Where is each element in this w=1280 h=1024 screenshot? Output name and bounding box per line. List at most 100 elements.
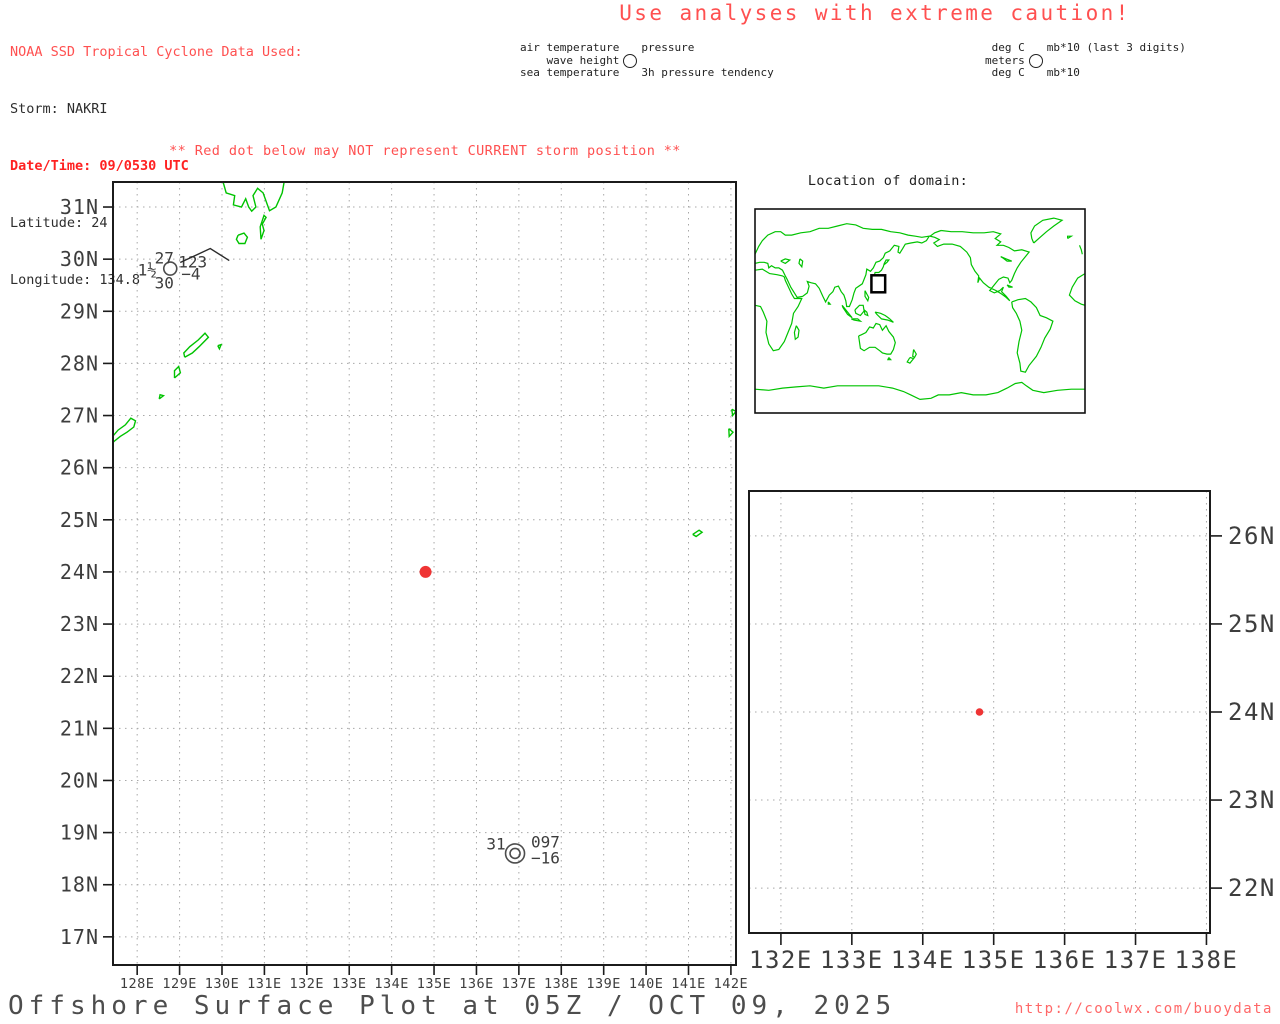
legend-pressure-tendency: 3h pressure tendency bbox=[641, 66, 774, 80]
x-tick-label: 130E bbox=[205, 976, 240, 992]
x-tick-label: 131E bbox=[247, 976, 282, 992]
storm-info: NOAA SSD Tropical Cyclone Data Used: Sto… bbox=[10, 5, 303, 328]
coastline bbox=[912, 349, 917, 359]
coastline bbox=[854, 304, 865, 317]
legend-wave-height: wave height bbox=[546, 53, 620, 67]
coastline bbox=[841, 304, 853, 319]
coastline bbox=[780, 258, 792, 265]
legend-air-temperature: air temperature bbox=[520, 41, 620, 54]
coastline bbox=[692, 529, 704, 538]
coastline bbox=[906, 356, 915, 364]
y-tick-label: 27N bbox=[60, 404, 99, 428]
y-tick-label: 25N bbox=[1228, 610, 1276, 638]
station-legend-right-column: pressure 3h pressure tendency bbox=[641, 41, 774, 80]
coastline bbox=[173, 365, 182, 379]
storm-position-dot bbox=[419, 565, 432, 578]
storm-info-longitude: Longitude: 134.8 bbox=[10, 272, 141, 288]
source-url-link[interactable]: http://coolwx.com/buoydata bbox=[1014, 1001, 1273, 1017]
inset-map-title: Location of domain: bbox=[807, 173, 969, 189]
x-tick-label: 132E bbox=[290, 976, 325, 992]
y-tick-label: 22N bbox=[60, 664, 99, 688]
page-title: Offshore Surface Plot at 05Z / OCT 09, 2… bbox=[8, 991, 897, 1021]
station-value: 097 bbox=[531, 832, 560, 851]
x-tick-label: 134E bbox=[374, 976, 409, 992]
x-tick-label: 137E bbox=[1104, 946, 1168, 974]
y-tick-label: 20N bbox=[60, 768, 99, 792]
y-tick-label: 21N bbox=[60, 716, 99, 740]
coastline bbox=[728, 428, 735, 439]
y-tick-label: 17N bbox=[60, 925, 99, 949]
units-legend-right-column: mb*10 (last 3 digits) mb*10 bbox=[1046, 41, 1186, 80]
coastline bbox=[858, 322, 896, 355]
coastline bbox=[851, 318, 863, 323]
units-meters: meters bbox=[985, 53, 1025, 67]
coastline bbox=[1066, 235, 1074, 240]
station-value: −16 bbox=[531, 848, 560, 867]
coastline bbox=[755, 268, 803, 352]
storm-position-dot bbox=[975, 708, 984, 716]
legend-pressure: pressure bbox=[641, 41, 695, 54]
station-plot: 31 097−16 bbox=[486, 832, 560, 867]
units-mb10: mb*10 bbox=[1046, 66, 1080, 80]
x-tick-label: 139E bbox=[586, 976, 621, 992]
caution-banner: Use analyses with extreme caution! bbox=[619, 1, 1131, 25]
domain-box bbox=[870, 274, 887, 294]
inset-border bbox=[754, 208, 1086, 414]
y-tick-label: 26N bbox=[1228, 522, 1276, 550]
y-tick-label: 25N bbox=[60, 508, 99, 532]
coastline bbox=[1006, 284, 1013, 288]
coastline bbox=[158, 393, 166, 400]
y-tick-label: 22N bbox=[1228, 874, 1276, 902]
station-circle-icon bbox=[1028, 53, 1043, 68]
storm-info-name: Storm: NAKRI bbox=[10, 101, 108, 117]
coastline bbox=[793, 325, 800, 341]
y-tick-label: 18N bbox=[60, 873, 99, 897]
x-tick-label: 136E bbox=[459, 976, 494, 992]
coastline bbox=[1068, 273, 1085, 306]
x-tick-label: 135E bbox=[962, 946, 1026, 974]
storm-info-latitude: Latitude: 24 bbox=[10, 215, 108, 231]
coastline bbox=[874, 311, 894, 323]
zoom-axes: 132E 133E 134E 135E 136E 137E 138E 22N 23N 24N 25N… bbox=[749, 522, 1276, 974]
zoom-plot: 132E 133E 134E 135E 136E 137E 138E 22N 23N 24N 25N… bbox=[748, 490, 1276, 974]
storm-info-source: NOAA SSD Tropical Cyclone Data Used: bbox=[10, 44, 303, 60]
x-tick-label: 138E bbox=[544, 976, 579, 992]
station-legend-left-column: air temperature wave height sea temperat… bbox=[520, 41, 620, 80]
x-tick-label: 141E bbox=[671, 976, 706, 992]
coastline bbox=[1030, 217, 1064, 244]
storm-info-datetime: Date/Time: 09/0530 UTC bbox=[10, 158, 189, 174]
x-tick-label: 136E bbox=[1033, 946, 1097, 974]
station-value: 31 bbox=[486, 834, 505, 853]
station-circle-icon bbox=[623, 53, 638, 68]
y-tick-label: 28N bbox=[60, 351, 99, 375]
storm-position-warning: ** Red dot below may NOT represent CURRE… bbox=[169, 143, 681, 159]
x-tick-label: 129E bbox=[162, 976, 197, 992]
y-tick-label: 23N bbox=[60, 612, 99, 636]
y-tick-label: 19N bbox=[60, 821, 99, 845]
x-tick-label: 134E bbox=[891, 946, 955, 974]
y-tick-label: 24N bbox=[60, 560, 99, 584]
coastline bbox=[887, 357, 893, 361]
inset-coastlines bbox=[755, 217, 1085, 401]
coastline bbox=[113, 417, 137, 445]
zoom-grid bbox=[749, 491, 1210, 933]
x-tick-label: 138E bbox=[1175, 946, 1239, 974]
coastline bbox=[928, 229, 1031, 302]
station-outer-circle bbox=[504, 843, 526, 864]
coastline bbox=[873, 259, 891, 277]
units-deg-c-top: deg C bbox=[991, 41, 1025, 54]
coastline bbox=[755, 381, 1085, 401]
world-inset-map bbox=[754, 208, 1086, 414]
coastline bbox=[183, 332, 210, 358]
coastline bbox=[827, 301, 832, 305]
coastline bbox=[1078, 245, 1083, 255]
coastline bbox=[1000, 256, 1012, 262]
x-tick-label: 128E bbox=[120, 976, 155, 992]
station-model-legend: air temperature wave height sea temperat… bbox=[520, 41, 774, 80]
legend-sea-temperature: sea temperature bbox=[520, 66, 620, 80]
units-deg-c-bottom: deg C bbox=[991, 66, 1025, 80]
units-mb10-digits: mb*10 (last 3 digits) bbox=[1046, 41, 1186, 54]
x-tick-label: 137E bbox=[502, 976, 537, 992]
x-tick-label: 140E bbox=[629, 976, 664, 992]
